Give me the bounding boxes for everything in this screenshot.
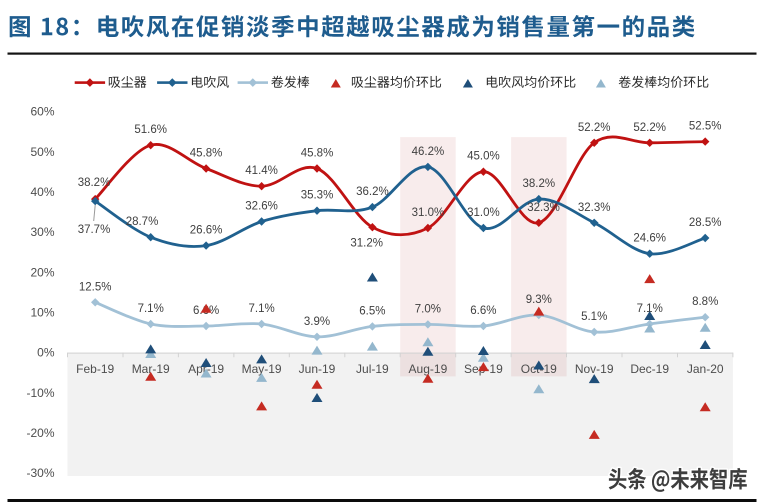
svg-text:26.6%: 26.6% xyxy=(190,225,223,237)
svg-text:52.2%: 52.2% xyxy=(633,122,666,134)
svg-text:-30%: -30% xyxy=(26,466,54,480)
svg-text:60%: 60% xyxy=(30,105,54,119)
svg-text:51.6%: 51.6% xyxy=(134,124,167,136)
svg-text:10%: 10% xyxy=(30,306,54,320)
svg-text:50%: 50% xyxy=(30,145,54,159)
svg-text:3.9%: 3.9% xyxy=(304,316,330,328)
svg-text:28.7%: 28.7% xyxy=(126,216,159,228)
svg-text:45.8%: 45.8% xyxy=(301,148,334,160)
svg-text:7.0%: 7.0% xyxy=(415,303,441,315)
svg-text:38.2%: 38.2% xyxy=(522,178,555,190)
svg-text:6.6%: 6.6% xyxy=(470,305,496,317)
svg-text:Aug-19: Aug-19 xyxy=(409,362,448,376)
svg-text:Mar-19: Mar-19 xyxy=(132,362,170,376)
svg-text:20%: 20% xyxy=(30,265,54,279)
svg-text:Feb-19: Feb-19 xyxy=(76,362,114,376)
svg-text:12.5%: 12.5% xyxy=(79,281,112,293)
svg-text:7.1%: 7.1% xyxy=(138,303,164,315)
svg-text:7.1%: 7.1% xyxy=(637,303,663,315)
svg-text:35.3%: 35.3% xyxy=(301,190,334,202)
svg-text:5.1%: 5.1% xyxy=(581,311,607,323)
svg-text:52.5%: 52.5% xyxy=(689,121,722,133)
svg-text:38.2%: 38.2% xyxy=(78,177,111,189)
svg-text:6.5%: 6.5% xyxy=(359,305,385,317)
svg-text:8.8%: 8.8% xyxy=(692,296,718,308)
svg-text:45.8%: 45.8% xyxy=(190,148,223,160)
svg-text:36.2%: 36.2% xyxy=(356,186,389,198)
svg-text:40%: 40% xyxy=(30,185,54,199)
svg-text:31.0%: 31.0% xyxy=(467,207,500,219)
svg-text:28.5%: 28.5% xyxy=(689,217,722,229)
svg-text:Dec-19: Dec-19 xyxy=(630,362,669,376)
svg-text:7.1%: 7.1% xyxy=(248,303,274,315)
svg-text:24.6%: 24.6% xyxy=(633,233,666,245)
svg-text:41.4%: 41.4% xyxy=(245,165,278,177)
svg-text:32.3%: 32.3% xyxy=(578,202,611,214)
svg-text:31.0%: 31.0% xyxy=(412,207,445,219)
svg-text:45.0%: 45.0% xyxy=(467,151,500,163)
svg-text:Jul-19: Jul-19 xyxy=(356,362,389,376)
svg-text:52.2%: 52.2% xyxy=(578,122,611,134)
svg-text:30%: 30% xyxy=(30,225,54,239)
svg-text:9.3%: 9.3% xyxy=(526,294,552,306)
svg-text:Nov-19: Nov-19 xyxy=(575,362,614,376)
svg-text:32.6%: 32.6% xyxy=(245,201,278,213)
svg-text:Jun-19: Jun-19 xyxy=(299,362,336,376)
svg-text:0%: 0% xyxy=(37,346,55,360)
svg-text:-10%: -10% xyxy=(26,386,54,400)
svg-text:37.7%: 37.7% xyxy=(78,224,111,236)
svg-text:32.3%: 32.3% xyxy=(527,202,560,214)
svg-text:46.2%: 46.2% xyxy=(412,146,445,158)
svg-text:Jan-20: Jan-20 xyxy=(687,362,724,376)
svg-text:-20%: -20% xyxy=(26,426,54,440)
svg-text:31.2%: 31.2% xyxy=(350,238,383,250)
svg-text:May-19: May-19 xyxy=(242,362,282,376)
